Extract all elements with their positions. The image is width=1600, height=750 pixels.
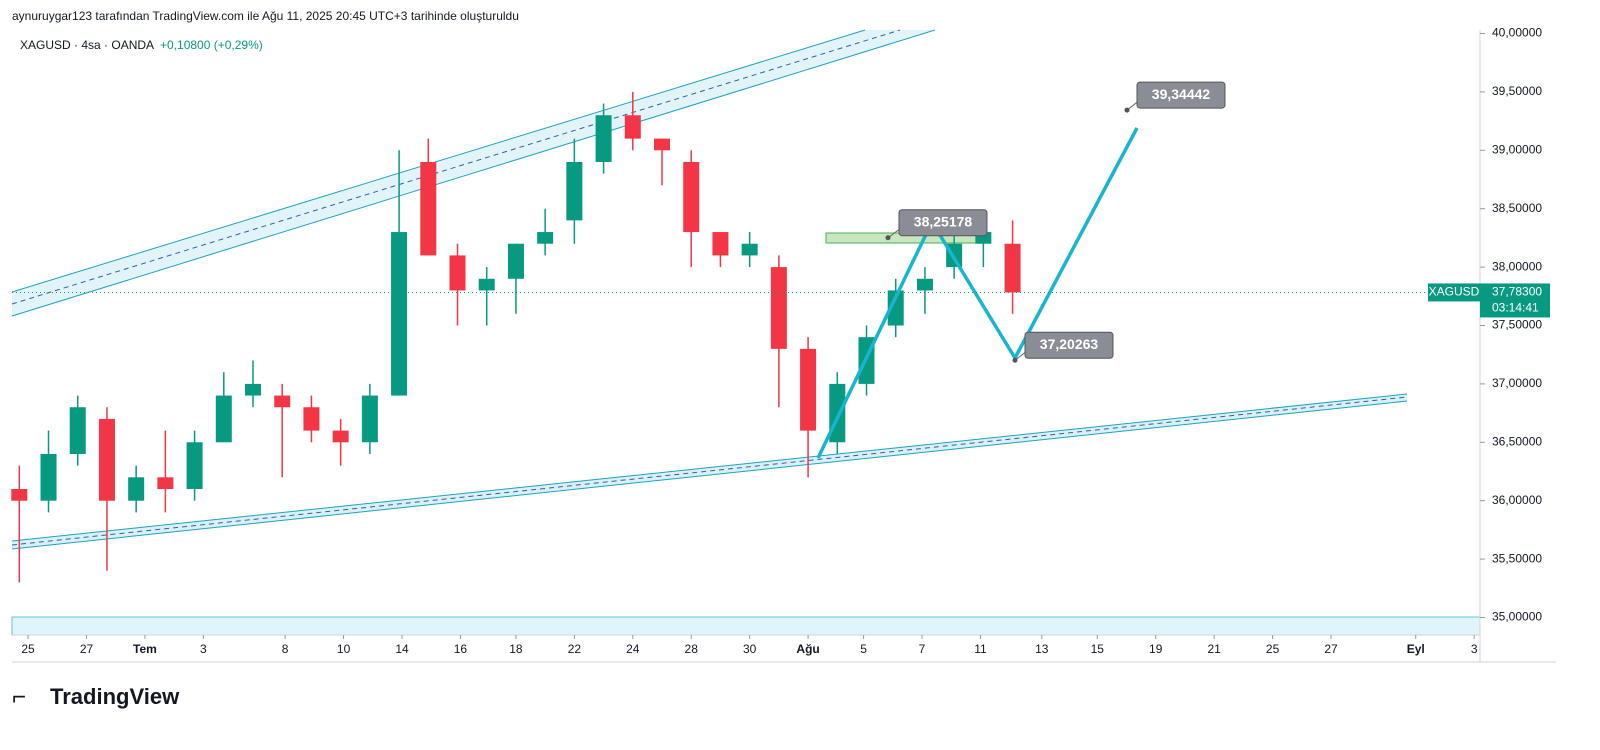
callout-point	[1124, 107, 1130, 113]
x-tick-label: 16	[454, 642, 468, 656]
x-tick-label: 28	[685, 642, 699, 656]
y-tick-label: 36,00000	[1492, 493, 1542, 507]
candle-body	[595, 115, 612, 162]
candle-body	[303, 407, 320, 431]
x-tick-label: 27	[80, 642, 94, 656]
y-tick-label: 37,50000	[1492, 318, 1542, 332]
plot	[11, 91, 1021, 583]
x-tick-label: Eyl	[1407, 642, 1425, 656]
candle-body	[361, 395, 378, 443]
channel-line	[11, 29, 866, 293]
x-tick-label: 5	[860, 642, 867, 656]
x-tick-label: 18	[509, 642, 523, 656]
candle-body	[449, 255, 466, 291]
candle-body	[332, 430, 349, 443]
candle-body	[40, 453, 57, 501]
callout-box	[898, 209, 988, 237]
candle-body	[712, 232, 729, 256]
candle-body	[128, 477, 145, 501]
candle-body	[537, 232, 554, 244]
x-tick-label: 25	[1266, 642, 1280, 656]
channel-line	[11, 393, 1408, 542]
callout-box	[1136, 81, 1226, 109]
x-tick-label: 19	[1149, 642, 1163, 656]
x-tick-label: 3	[200, 642, 207, 656]
callout-point	[1012, 357, 1018, 363]
candle-body	[770, 267, 787, 349]
y-tick-label: 35,00000	[1492, 610, 1542, 624]
candle-body	[741, 243, 758, 256]
y-tick-label: 37,00000	[1492, 376, 1542, 390]
candle-body	[566, 161, 583, 221]
candle-body	[98, 418, 115, 501]
symbol-tag	[1428, 283, 1480, 302]
zone	[11, 616, 1481, 636]
price-tag-label: 37,78300	[1492, 285, 1542, 299]
x-tick-label: 22	[568, 642, 582, 656]
candle-body	[478, 278, 495, 291]
change: +0,10800 (+0,29%)	[160, 38, 263, 52]
candle-body	[507, 243, 524, 279]
x-tick-label: Tem	[133, 642, 157, 656]
x-tick-label: Ağu	[796, 642, 819, 656]
projection	[816, 127, 1139, 459]
y-tick-label: 40,00000	[1492, 26, 1542, 40]
y-tick-label: 36,50000	[1492, 434, 1542, 448]
callout-box	[1024, 331, 1114, 359]
x-tick-label: 8	[282, 642, 289, 656]
x-tick-label: 7	[919, 642, 926, 656]
candle-body	[800, 348, 817, 431]
candle-body	[215, 395, 232, 443]
callout-label: 37,20263	[1040, 336, 1099, 352]
channel-lower	[12, 394, 1407, 549]
candle-body	[69, 407, 86, 454]
candle-body	[683, 161, 700, 233]
x-tick-label: 21	[1207, 642, 1221, 656]
candle-body	[157, 477, 174, 490]
y-tick-label: 35,50000	[1492, 551, 1542, 565]
candle-body	[916, 278, 933, 291]
candle-body	[11, 489, 28, 501]
callout-label: 38,25178	[914, 213, 973, 229]
x-tick-label: 30	[743, 642, 757, 656]
header: aynuruygar123 tarafından TradingView.com…	[12, 9, 519, 23]
y-tick-label: 39,00000	[1492, 142, 1542, 156]
logo-mark: ⌐	[12, 683, 26, 710]
callout-point	[885, 235, 891, 241]
candle-body	[274, 395, 291, 408]
candle-body	[186, 442, 203, 490]
candle-body	[420, 161, 437, 256]
candle-body	[975, 232, 992, 244]
x-tick-label: 15	[1091, 642, 1105, 656]
candle-body	[391, 232, 408, 396]
y-tick-label: 38,00000	[1492, 259, 1542, 273]
candle-body	[654, 138, 671, 151]
brand: TradingView	[50, 684, 180, 709]
symbol-tag-label: XAGUSD	[1429, 285, 1480, 299]
candle-body	[624, 115, 641, 139]
x-tick-label: 11	[974, 642, 987, 656]
channel-mid	[11, 29, 901, 305]
candle-body	[1004, 243, 1021, 293]
x-tick-label: 25	[21, 642, 35, 656]
candle-body	[245, 383, 262, 396]
x-tick-label: 14	[395, 642, 409, 656]
callout-label: 39,34442	[1152, 86, 1211, 102]
x-tick-label: 3	[1471, 642, 1478, 656]
candle-body	[887, 290, 904, 326]
countdown: 03:14:41	[1492, 301, 1539, 315]
y-tick-label: 39,50000	[1492, 84, 1542, 98]
symbol: XAGUSD · 4sa · OANDA	[20, 38, 154, 52]
price-tag	[1480, 283, 1550, 318]
x-tick-label: 13	[1035, 642, 1049, 656]
y-tick-label: 38,50000	[1492, 201, 1542, 215]
channel-line	[11, 400, 1408, 550]
x-tick-label: 10	[337, 642, 351, 656]
channel-line	[11, 29, 936, 317]
x-tick-label: 27	[1324, 642, 1338, 656]
x-tick-label: 24	[626, 642, 640, 656]
